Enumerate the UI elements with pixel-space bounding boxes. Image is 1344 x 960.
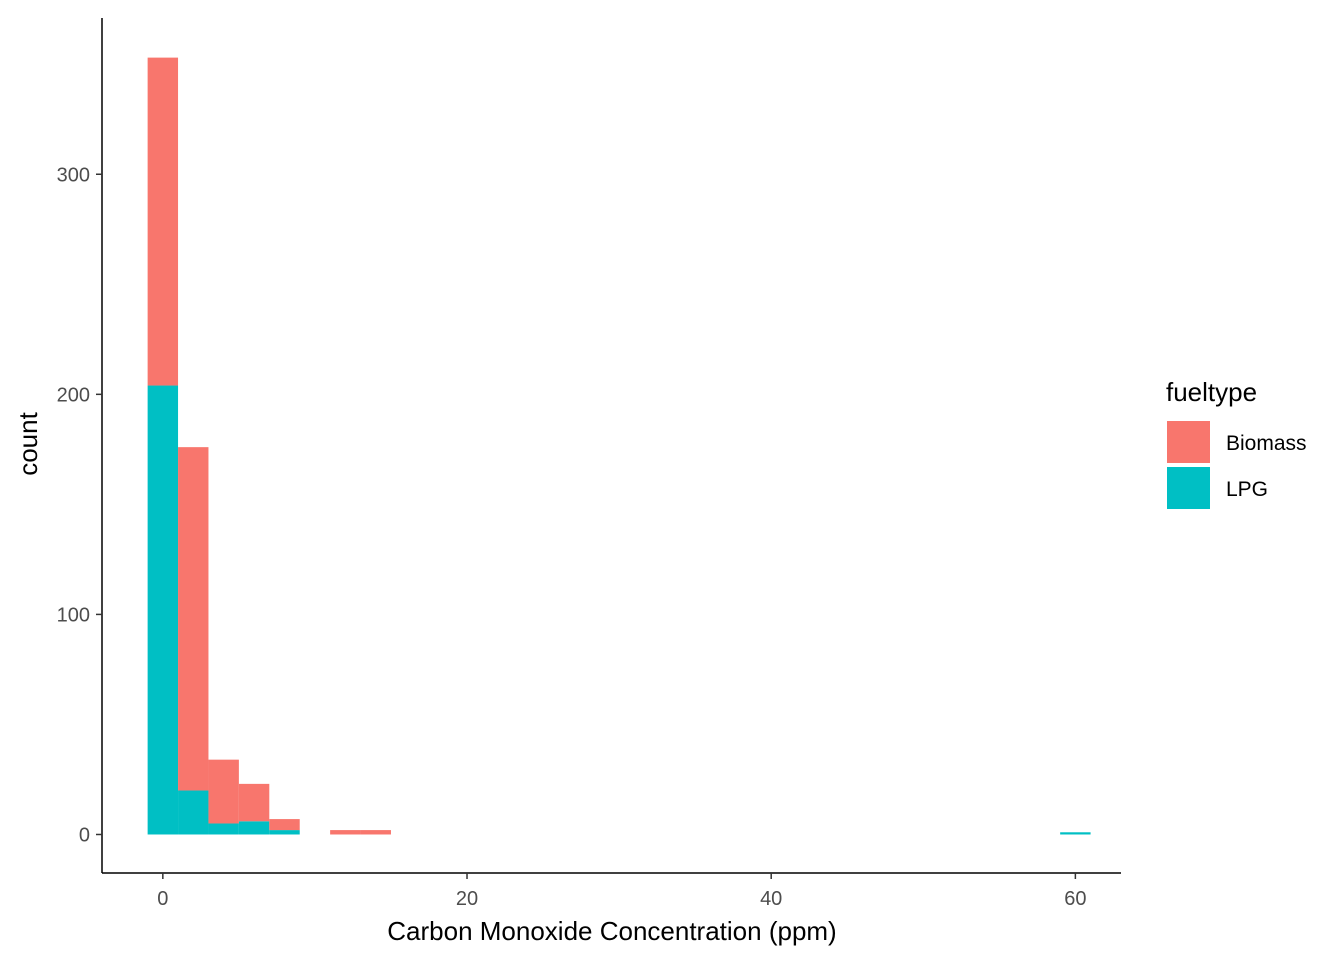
bar-biomass-bin-5 — [330, 830, 361, 835]
y-tick-label: 300 — [57, 164, 90, 186]
x-axis-title: Carbon Monoxide Concentration (ppm) — [387, 916, 836, 946]
legend-swatch-biomass — [1167, 421, 1210, 463]
x-tick-label: 40 — [760, 888, 782, 910]
bar-lpg-bin-2 — [208, 823, 239, 835]
y-tick-label: 100 — [57, 604, 90, 626]
legend: fueltype Biomass LPG — [1166, 377, 1307, 509]
bar-lpg-bin-1 — [178, 790, 209, 835]
bar-biomass-bin-3 — [238, 783, 270, 822]
y-axis-title: count — [13, 411, 43, 475]
bar-lpg-bin-4 — [269, 830, 300, 835]
bar-lpg-bin-0 — [147, 385, 179, 835]
x-axis-ticks: 0 20 40 60 — [157, 873, 1086, 910]
x-tick-label: 20 — [456, 888, 478, 910]
bar-lpg-bin-7 — [1060, 832, 1091, 835]
bar-biomass-bin-0 — [147, 57, 179, 386]
legend-label-biomass: Biomass — [1226, 432, 1307, 455]
bar-biomass-bin-4 — [269, 819, 300, 831]
y-tick-label: 200 — [57, 384, 90, 406]
bar-biomass-bin-1 — [178, 447, 209, 791]
x-tick-label: 0 — [157, 888, 168, 910]
x-tick-label: 60 — [1064, 888, 1086, 910]
y-tick-label: 0 — [79, 824, 90, 846]
bar-biomass-bin-2 — [208, 759, 239, 824]
y-axis-ticks: 0 100 200 300 — [57, 164, 102, 846]
legend-label-lpg: LPG — [1226, 478, 1268, 501]
legend-title: fueltype — [1166, 377, 1257, 407]
legend-swatch-lpg — [1167, 467, 1210, 509]
bar-biomass-bin-6 — [360, 830, 391, 835]
bar-lpg-bin-3 — [238, 821, 270, 835]
bars-layer — [147, 57, 1091, 835]
